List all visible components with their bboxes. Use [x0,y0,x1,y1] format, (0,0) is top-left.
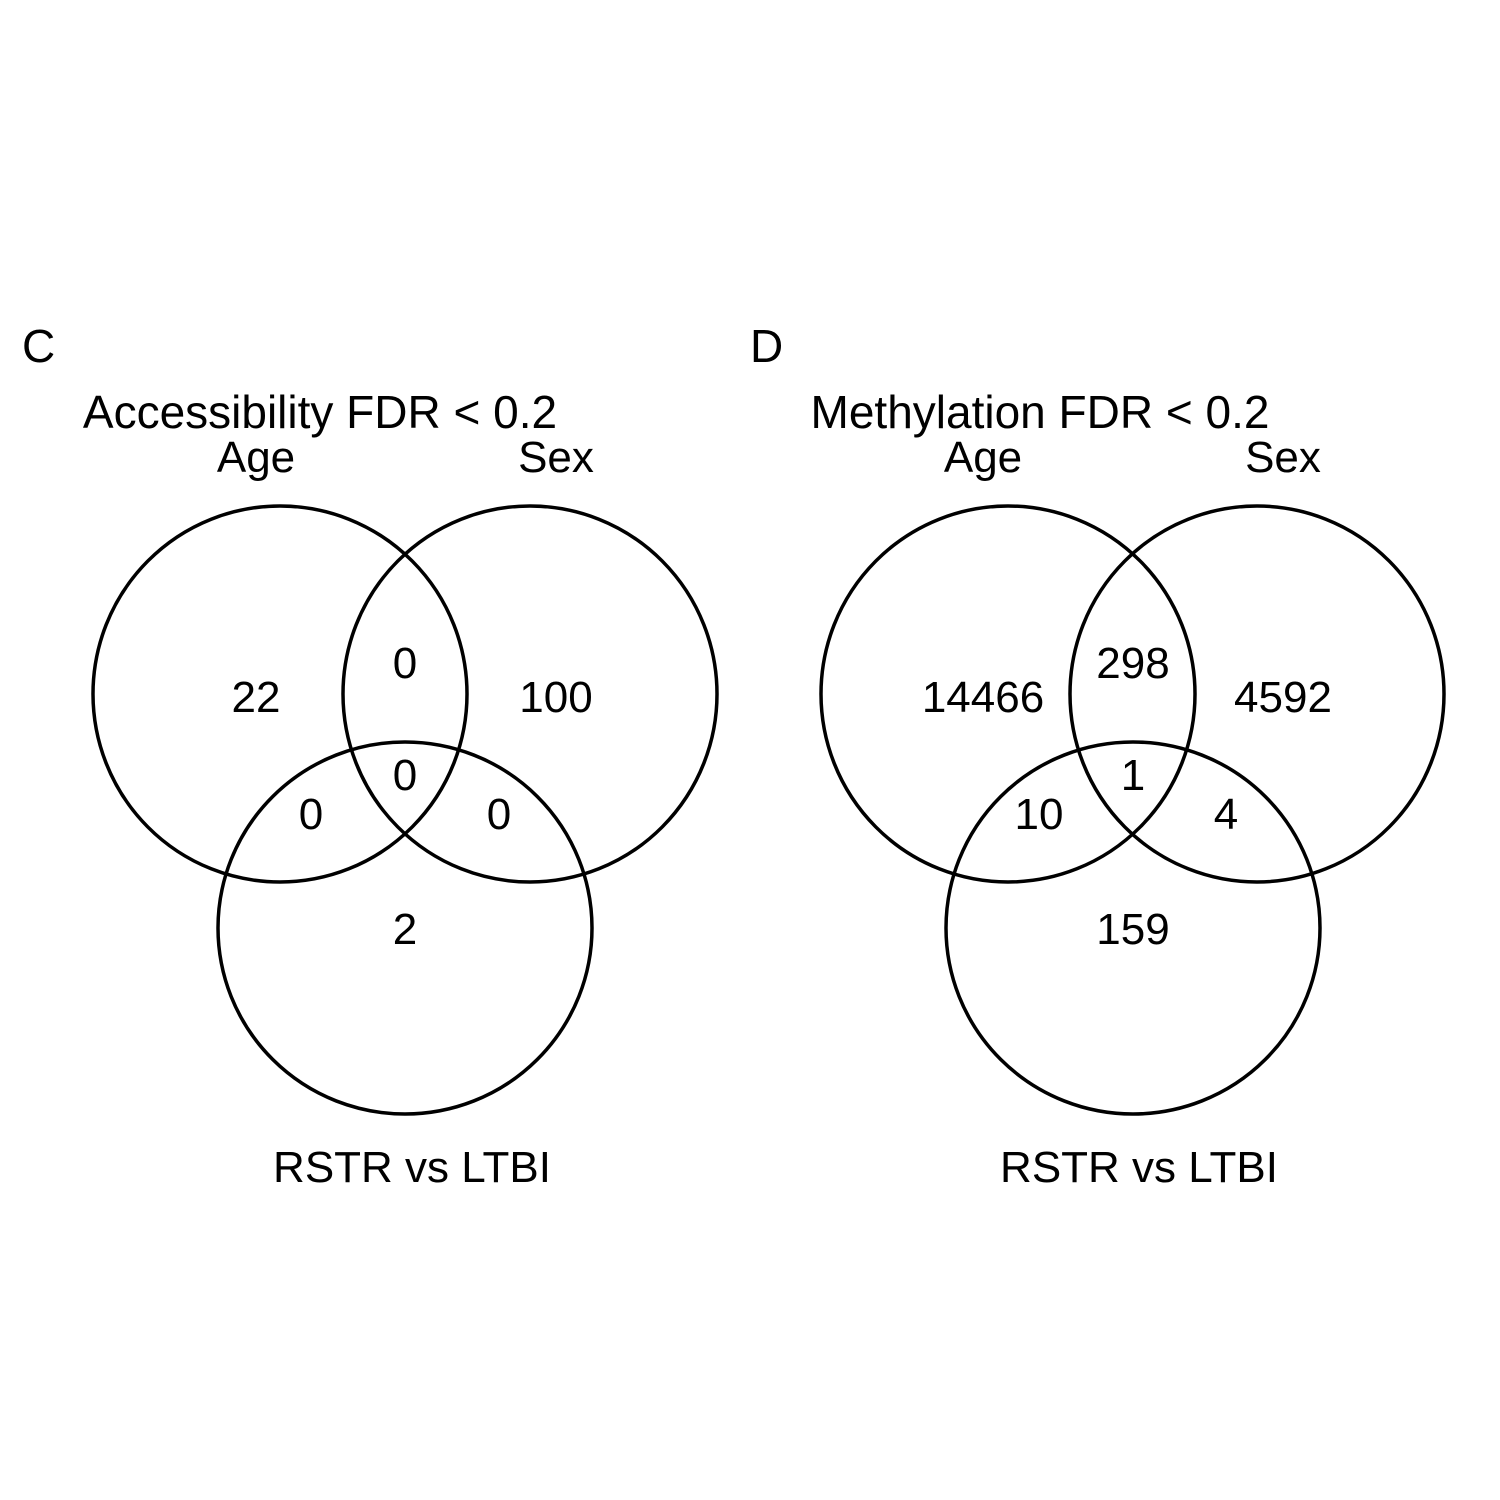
panel-c-circle-sex [341,504,719,884]
panel-c-count-age-rstr: 0 [299,790,323,839]
panel-c-label-age: Age [217,433,295,482]
panel-d-count-age-rstr: 10 [1015,790,1064,839]
panel-c-label-rstr: RSTR vs LTBI [273,1143,551,1192]
panel-d-label-rstr: RSTR vs LTBI [1000,1143,1278,1192]
panel-d-title: Methylation FDR < 0.2 [811,386,1270,438]
panel-d-count-sex-only: 4592 [1234,673,1332,722]
panel-d-label-sex: Sex [1245,433,1321,482]
panel-d-circle-age [819,504,1197,884]
panel-c: C Accessibility FDR < 0.2 Age Sex RSTR v… [22,320,719,1192]
panel-d-count-rstr-only: 159 [1096,905,1169,954]
panel-c-count-rstr-only: 2 [393,905,417,954]
panel-c-label-sex: Sex [518,433,594,482]
panel-d: D Methylation FDR < 0.2 Age Sex RSTR vs … [750,320,1446,1192]
panel-c-count-age-only: 22 [232,673,281,722]
panel-c-circle-age [91,504,469,884]
panel-c-count-age-sex: 0 [393,639,417,688]
panel-c-count-sex-only: 100 [519,673,592,722]
panel-c-letter: C [22,320,55,372]
panel-c-circle-rstr [216,740,594,1116]
panel-c-count-all-three: 0 [393,751,417,800]
panel-d-circle-rstr [944,740,1322,1116]
panel-d-count-age-sex: 298 [1096,639,1169,688]
panel-c-count-sex-rstr: 0 [487,790,511,839]
panel-c-title: Accessibility FDR < 0.2 [83,386,557,438]
panel-d-count-sex-rstr: 4 [1214,790,1238,839]
panel-d-count-all-three: 1 [1121,751,1145,800]
panel-d-circle-sex [1068,504,1446,884]
panel-d-label-age: Age [944,433,1022,482]
panel-d-letter: D [750,320,783,372]
panel-d-count-age-only: 14466 [922,673,1044,722]
